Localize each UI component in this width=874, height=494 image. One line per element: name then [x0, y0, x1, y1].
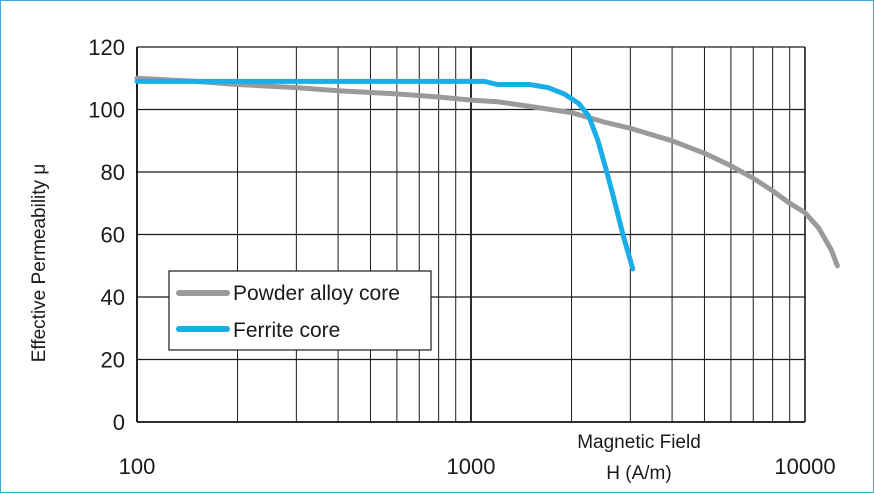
tick-labels: 0 20 40 60 80 100 120 100 1000 10000 [88, 35, 835, 479]
grid [136, 46, 806, 423]
y-tick-label: 80 [101, 160, 125, 185]
y-tick-label: 20 [101, 348, 125, 373]
y-tick-label: 120 [88, 35, 125, 60]
y-axis-label: Effective Permeability μ [29, 164, 50, 363]
x-tick-label: 100 [119, 454, 156, 479]
x-tick-label: 1000 [447, 454, 496, 479]
x-axis-label-line2: H (A/m) [606, 463, 671, 484]
x-tick-label: 10000 [774, 454, 835, 479]
y-tick-label: 40 [101, 285, 125, 310]
y-tick-label: 60 [101, 223, 125, 248]
legend: Powder alloy core Ferrite core [168, 270, 432, 351]
series-line-powder-alloy-core [134, 75, 840, 269]
series-line-ferrite-core [134, 78, 636, 272]
legend-label-powder-alloy-core: Powder alloy core [233, 282, 400, 305]
x-axis-label-line1: Magnetic Field [577, 432, 701, 453]
y-tick-label: 100 [88, 98, 125, 123]
series-lines [134, 75, 840, 272]
legend-box [168, 270, 432, 351]
legend-label-ferrite-core: Ferrite core [233, 319, 340, 342]
y-tick-label: 0 [113, 410, 125, 435]
